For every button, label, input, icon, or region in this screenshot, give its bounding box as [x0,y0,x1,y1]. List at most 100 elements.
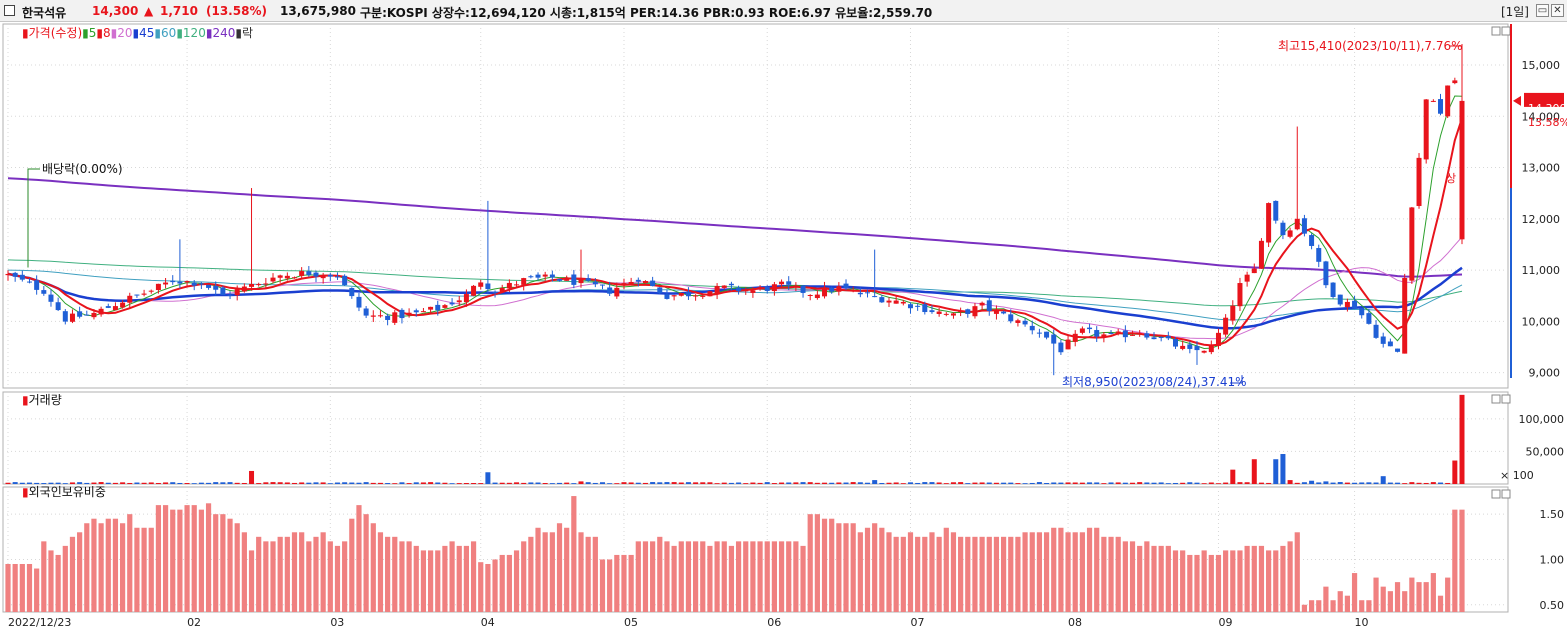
period-selector[interactable]: [1일] [1500,5,1529,19]
select-checkbox[interactable] [4,5,15,16]
candle-body [1438,99,1444,114]
volume-bar [599,482,605,484]
volume-bar [621,482,627,484]
candle-body [829,287,835,292]
foreign-ratio-bar [1351,573,1358,612]
candle-body [499,288,505,293]
volume-bar [141,482,147,484]
candle-body [442,305,448,308]
candle-body [1344,301,1350,308]
volume-bar [1058,482,1064,484]
volume-bar [120,482,126,484]
foreign-ratio-bar [678,541,684,612]
candle-body [492,291,498,294]
volume-bar [850,482,856,484]
candle-body [105,306,111,308]
foreign-ratio-bar [693,541,699,612]
volume-bar [685,482,691,484]
volume-bar [907,482,913,484]
foreign-tick-label: 1.50 [1540,508,1565,521]
candle-body [728,283,734,286]
volume-panel-close-icon [1501,394,1511,404]
candle-body [206,284,212,288]
foreign-ratio-bar [542,532,548,612]
volume-bar [1208,482,1214,484]
candle-body [950,313,956,316]
candle-body [1065,339,1071,350]
volume-bar [1036,482,1042,484]
volume-bar [420,482,426,484]
foreign-ratio-bar [1452,509,1458,612]
candle-body [1072,333,1078,342]
foreign-ratio-bar [793,541,799,612]
foreign-ratio-bar [1022,532,1028,612]
foreign-ratio-bar [750,541,756,612]
volume-bar [571,483,577,484]
volume-bar [779,482,785,484]
foreign-ratio-bar [800,545,806,612]
volume-bar [1280,454,1286,484]
candle-body [1445,85,1451,117]
candle-body [1108,332,1114,334]
candle-body [1459,100,1465,240]
candle-body [571,274,577,285]
candle-body [1423,99,1429,160]
candle-body [757,287,763,289]
close-icon[interactable]: ✕ [1551,4,1564,17]
volume-bar [1001,482,1007,484]
foreign-ratio-bar [241,532,247,612]
restore-icon[interactable]: ▭ [1536,4,1549,17]
foreign-ratio-bar [77,532,83,612]
volume-bar [334,482,340,484]
volume-bar [642,482,648,484]
candle-body [320,276,326,279]
current-pct-tag: 13.58% [1528,116,1567,129]
foreign-ratio-bar [270,541,276,612]
volume-bar [857,482,863,484]
foreign-ratio-bar [1043,532,1050,612]
candle-body [1323,261,1329,286]
candle-body [771,284,777,292]
candle-body [456,300,462,303]
foreign-ratio-bar [1072,532,1078,612]
ma240-line [7,177,1463,278]
volume-bar [879,482,885,484]
candle-body [965,309,971,314]
foreign-ratio-bar [657,536,663,612]
volume-bar [922,482,928,484]
volume-bar [19,482,25,484]
volume-bar [893,482,899,484]
candle-body [506,282,512,289]
candle-body [929,310,935,313]
foreign-ratio-bar [1122,541,1128,612]
foreign-ratio-bar [1079,532,1085,612]
candle-body [1244,274,1250,282]
volume-bar [592,482,598,484]
volume-bar [370,482,376,484]
foreign-ratio-bar [112,518,119,612]
volume-bar [1337,482,1343,484]
foreign-ratio-bar [470,541,477,612]
price-tick-label: 15,000 [1522,59,1561,72]
candle-body [542,274,548,277]
foreign-ratio-bar [671,545,677,612]
candle-body [678,292,684,296]
volume-bar [263,482,269,484]
candle-body [435,304,441,311]
candle-body [1187,344,1193,349]
volume-bar [34,482,40,484]
current-price: 14,300 [92,4,139,18]
volume-bar [1387,482,1393,484]
candle-body [141,293,147,295]
candle-body [306,271,312,275]
foreign-ratio-bar [1215,554,1222,612]
volume-bar [48,482,54,484]
foreign-ratio-bar [1051,527,1057,612]
volume-bar [635,482,641,484]
volume-bar [1258,482,1264,484]
candle-body [198,283,204,285]
volume-bar [958,482,964,484]
candle-body [1015,320,1021,323]
candle-body [943,313,949,315]
foreign-ratio-bar [1129,541,1136,612]
